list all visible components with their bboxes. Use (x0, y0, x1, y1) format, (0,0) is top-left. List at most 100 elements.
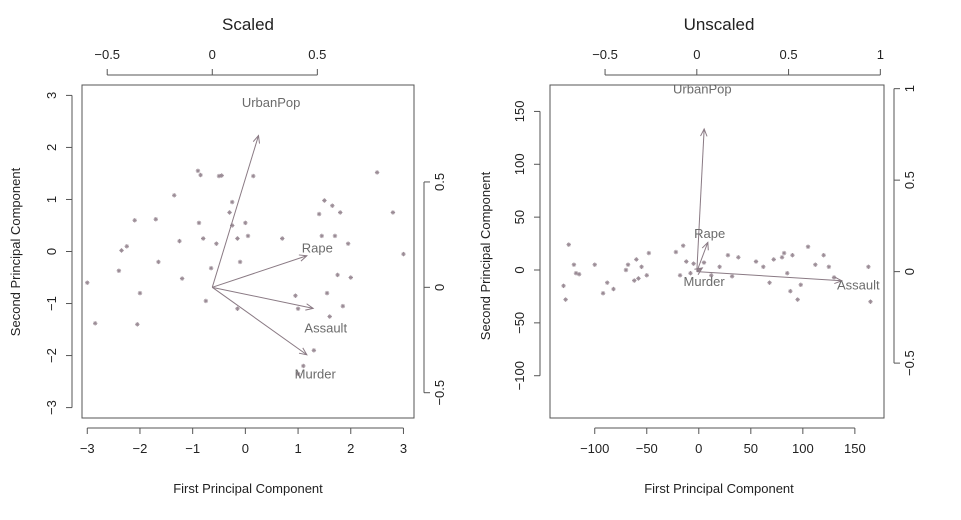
unscaled-point-42 (805, 244, 811, 249)
unscaled-point-16 (644, 273, 649, 278)
scaled-point-10 (172, 193, 177, 198)
unscaled-right-tick-label-1: 0 (902, 268, 917, 275)
unscaled-point-6 (592, 262, 597, 267)
unscaled-ticks: −100 −50 0 50 100 150 −100 −50 0 50 100 150 −0.5 0 0.5… (512, 47, 917, 456)
scaled-plot-frame (81, 84, 415, 419)
unscaled-point-22 (688, 270, 693, 276)
unscaled-top-tick-label-2: 0.5 (780, 47, 798, 62)
scaled-point-25 (235, 236, 240, 241)
unscaled-point-31 (753, 259, 759, 264)
scaled-point-40 (324, 290, 330, 296)
scaled-point-22 (227, 210, 232, 215)
unscaled-xtick-label-0: −100 (580, 441, 609, 456)
scaled-point-46 (340, 303, 346, 309)
unscaled-top-tick-label-0: −0.5 (592, 47, 618, 62)
scaled-point-4 (124, 244, 129, 249)
unscaled-point-33 (767, 280, 772, 285)
scaled-point-27 (235, 306, 240, 311)
unscaled-point-40 (795, 297, 800, 302)
unscaled-xtick-label-1: −50 (636, 441, 658, 456)
scaled-ytick-label-4: 1 (44, 196, 59, 203)
scaled-top-tick-label-1: 0 (209, 47, 216, 62)
unscaled-point-18 (673, 249, 679, 255)
unscaled-point-0 (561, 283, 566, 289)
unscaled-loading-label-assault: Assault (837, 277, 880, 292)
unscaled-point-26 (709, 273, 714, 278)
scaled-point-14 (198, 172, 203, 178)
scaled-xtick-label-1: −2 (133, 441, 148, 456)
unscaled-point-39 (790, 253, 795, 258)
scaled-point-29 (245, 233, 251, 239)
unscaled-plot-frame (549, 84, 885, 419)
scaled-point-8 (153, 217, 158, 222)
unscaled-point-21 (684, 259, 689, 264)
scaled-xtick-label-3: 0 (242, 441, 249, 456)
scaled-xtick-label-0: −3 (80, 441, 95, 456)
unscaled-point-30 (736, 255, 741, 260)
unscaled-ytick-label-3: 50 (512, 210, 527, 224)
scaled-xtick-label-4: 1 (294, 441, 301, 456)
scaled-loading-label-assault: Assault (304, 320, 347, 335)
scaled-xlabel: First Principal Component (173, 481, 323, 496)
scaled-loading-arrow-rape (212, 254, 308, 288)
unscaled-loading-arrow-urbanpop (696, 127, 708, 272)
scaled-point-3 (119, 248, 124, 253)
unscaled-loading-label-rape: Rape (694, 226, 725, 241)
scaled-point-7 (135, 322, 140, 327)
unscaled-point-48 (868, 299, 873, 304)
unscaled-point-34 (771, 257, 776, 262)
scaled-point-18 (208, 265, 214, 271)
unscaled-right-tick-label-2: 0.5 (902, 171, 917, 189)
unscaled-top-tick-label-1: 0 (693, 47, 700, 62)
unscaled-point-37 (785, 270, 790, 276)
scaled-point-34 (295, 371, 301, 376)
scaled-point-39 (322, 198, 327, 203)
scaled-point-12 (179, 276, 185, 281)
scaled-point-50 (390, 210, 396, 215)
unscaled-point-20 (680, 243, 686, 248)
scaled-loading-label-urbanpop: UrbanPop (242, 95, 301, 110)
scaled-point-13 (195, 168, 201, 174)
scaled-point-23 (229, 199, 235, 205)
scaled-xtick-label-5: 2 (347, 441, 354, 456)
scaled-right-tick-label-1: 0 (432, 284, 447, 291)
unscaled-point-35 (779, 255, 785, 260)
scaled-biplot-panel: Scaled First Principal Component Second … (8, 15, 447, 496)
scaled-ytick-label-2: −1 (44, 296, 59, 311)
scaled-right-tick-label-2: 0.5 (432, 173, 447, 191)
unscaled-point-19 (677, 273, 683, 278)
scaled-loadings: UrbanPop Rape Assault Murder (211, 95, 347, 382)
scaled-point-28 (243, 220, 248, 226)
unscaled-point-27 (717, 264, 722, 270)
scaled-point-44 (335, 272, 340, 278)
unscaled-point-23 (691, 261, 696, 266)
unscaled-point-9 (611, 286, 616, 292)
scaled-point-11 (177, 238, 182, 244)
unscaled-point-36 (781, 250, 787, 256)
scaled-ytick-label-5: 2 (44, 144, 59, 151)
unscaled-point-43 (813, 262, 818, 267)
scaled-loading-arrow-assault (212, 286, 315, 311)
scaled-point-33 (295, 306, 301, 311)
scaled-points (85, 168, 406, 376)
unscaled-point-32 (761, 264, 766, 270)
scaled-point-1 (92, 321, 98, 326)
scaled-point-30 (251, 173, 256, 179)
unscaled-point-11 (625, 262, 631, 267)
unscaled-xlabel: First Principal Component (644, 481, 794, 496)
unscaled-point-38 (788, 288, 793, 294)
scaled-point-49 (374, 170, 380, 175)
unscaled-point-44 (821, 253, 826, 258)
unscaled-point-28 (725, 253, 731, 258)
unscaled-point-15 (639, 264, 644, 270)
scaled-xtick-label-6: 3 (400, 441, 407, 456)
scaled-point-42 (330, 203, 335, 208)
scaled-point-21 (219, 173, 224, 178)
unscaled-point-13 (634, 257, 639, 262)
unscaled-point-12 (632, 278, 637, 283)
scaled-ytick-label-1: −2 (44, 348, 59, 363)
unscaled-ytick-label-0: −100 (512, 361, 527, 390)
scaled-title: Scaled (222, 15, 274, 34)
unscaled-point-14 (636, 276, 641, 281)
